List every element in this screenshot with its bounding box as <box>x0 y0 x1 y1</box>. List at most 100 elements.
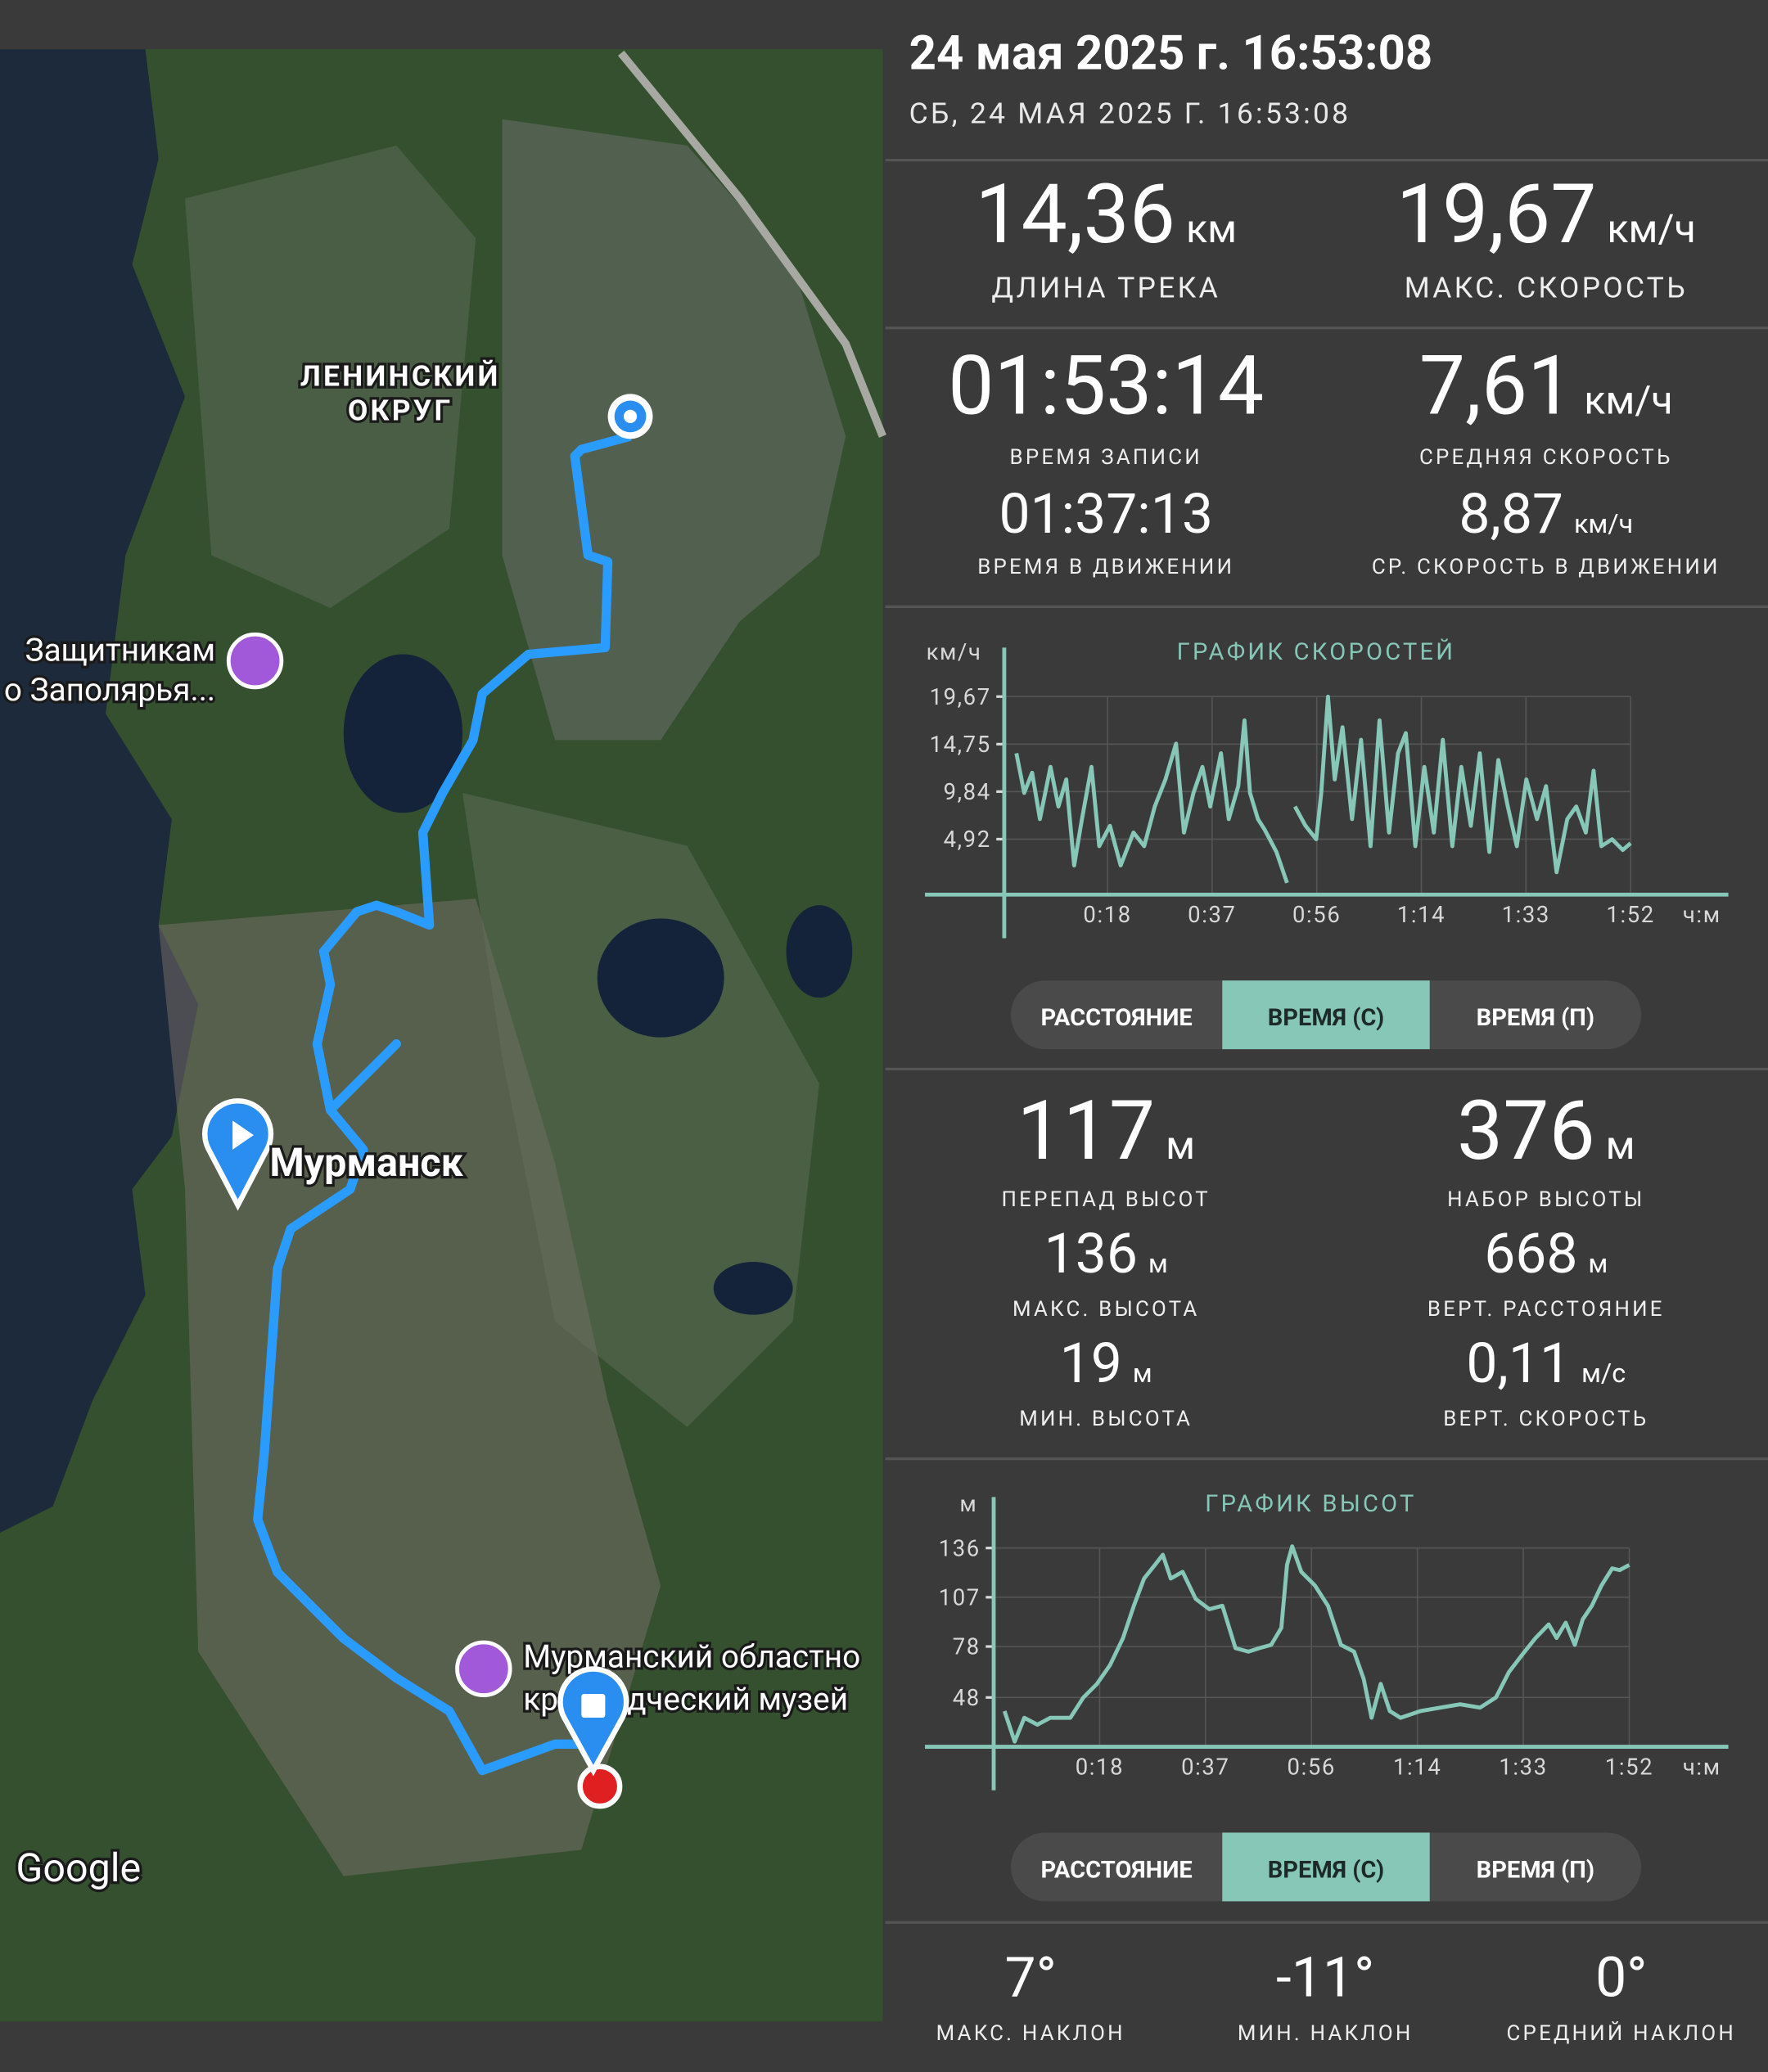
map-label: Защитникам <box>25 633 216 669</box>
toggle-selected <box>1222 980 1430 1050</box>
y-unit: м <box>959 1491 977 1517</box>
chart-title: ГРАФИК ВЫСОТ <box>1205 1490 1416 1518</box>
map-label: ЛЕНИНСКИЙ <box>300 359 501 394</box>
stat-unit: м <box>1166 1122 1195 1169</box>
stat-label: СРЕДНЯЯ СКОРОСТЬ <box>1419 445 1673 470</box>
stat-value: 136 м <box>1044 1221 1168 1286</box>
stat-number: 01:53:14 <box>948 339 1264 435</box>
x-unit: ч:м <box>1683 1754 1721 1780</box>
end-marker-icon <box>581 1693 606 1718</box>
stat-unit: м <box>1148 1248 1168 1279</box>
toggle-selected <box>1222 1832 1430 1902</box>
stat-value: 19,67 км/ч <box>1396 167 1696 263</box>
stat-value: 7,61 км/ч <box>1419 339 1673 435</box>
toggle-option[interactable]: РАССТОЯНИЕ <box>1040 1004 1192 1032</box>
x-tick-label: 1:14 <box>1397 902 1446 928</box>
stat-label: ПЕРЕПАД ВЫСОТ <box>1002 1187 1211 1212</box>
stat-number: 0,11 <box>1466 1331 1571 1396</box>
y-tick-label: 136 <box>939 1535 981 1561</box>
stat-unit: км/ч <box>1607 205 1695 252</box>
stat-number: 7,61 <box>1419 339 1573 435</box>
y-tick-label: 19,67 <box>930 684 991 710</box>
stat-value: 19 м <box>1060 1331 1152 1396</box>
date-subtitle: СБ, 24 МАЯ 2025 Г. 16:53:08 <box>909 96 1351 130</box>
x-unit: ч:м <box>1683 902 1721 928</box>
stat-label: МАКС. НАКЛОН <box>936 2021 1125 2046</box>
stat-number: 19 <box>1060 1331 1122 1396</box>
stat-value: -11° <box>1276 1945 1374 2011</box>
map-label: Мурманский областно <box>523 1639 860 1676</box>
x-tick-label: 1:14 <box>1393 1754 1441 1780</box>
x-tick-label: 0:56 <box>1288 1754 1336 1780</box>
chart-title: ГРАФИК СКОРОСТЕЙ <box>1177 637 1456 666</box>
dividers <box>885 159 1768 1924</box>
toggle-option[interactable]: ВРЕМЯ (П) <box>1477 1856 1594 1884</box>
stat-number: 7° <box>1004 1945 1056 2011</box>
y-tick-label: 14,75 <box>930 732 991 758</box>
toggle-option[interactable]: ВРЕМЯ (П) <box>1477 1004 1594 1032</box>
y-unit: км/ч <box>927 639 982 665</box>
map-label: ОКРУГ <box>348 394 453 428</box>
x-tick-label: 0:37 <box>1181 1754 1229 1780</box>
stat-value: 0,11 м/с <box>1466 1331 1626 1396</box>
toggle-option[interactable]: РАССТОЯНИЕ <box>1040 1856 1192 1884</box>
map-label: о Заполярья... <box>4 672 215 709</box>
y-tick-label: 9,84 <box>944 779 991 805</box>
stat-label: ВРЕМЯ ЗАПИСИ <box>1010 445 1202 470</box>
toggle-option[interactable]: ВРЕМЯ (С) <box>1268 1856 1384 1884</box>
stat-number: 19,67 <box>1396 167 1597 263</box>
x-tick-label: 1:33 <box>1502 902 1550 928</box>
y-tick-label: 48 <box>953 1685 981 1711</box>
y-tick-label: 107 <box>939 1585 981 1611</box>
y-tick-label: 4,92 <box>944 827 991 853</box>
stat-label: ВЕРТ. СКОРОСТЬ <box>1443 1407 1648 1431</box>
toggle-option[interactable]: ВРЕМЯ (С) <box>1268 1004 1384 1032</box>
stat-label: МИН. ВЫСОТА <box>1019 1407 1193 1431</box>
stat-number: 376 <box>1457 1083 1595 1179</box>
stat-number: 01:37:13 <box>999 481 1212 547</box>
x-tick-label: 0:18 <box>1083 902 1131 928</box>
y-tick-label: 78 <box>953 1634 981 1660</box>
stat-value: 7° <box>1004 1945 1056 2011</box>
stat-label: СР. СКОРОСТЬ В ДВИЖЕНИИ <box>1372 555 1721 579</box>
end-marker <box>557 1666 629 1777</box>
stat-label: МАКС. ВЫСОТА <box>1013 1297 1199 1322</box>
stat-number: 668 <box>1484 1221 1577 1286</box>
stat-number: 136 <box>1044 1221 1138 1286</box>
map[interactable] <box>0 49 886 2022</box>
stat-value: 668 м <box>1484 1221 1608 1286</box>
toggle-group[interactable]: РАССТОЯНИЕ ВРЕМЯ (С) ВРЕМЯ (П) <box>1010 980 1642 1050</box>
stat-value: 117 м <box>1017 1083 1195 1179</box>
stat-number: -11° <box>1276 1945 1374 2011</box>
stat-label: СРЕДНИЙ НАКЛОН <box>1507 2021 1737 2046</box>
stat-value: 01:53:14 <box>948 339 1264 435</box>
map-label: Мурманск <box>269 1139 463 1186</box>
x-tick-label: 1:52 <box>1605 1754 1653 1780</box>
stat-number: 117 <box>1017 1083 1155 1179</box>
stat-value: 0° <box>1595 1945 1647 2011</box>
stat-value: 8,87 км/ч <box>1459 481 1633 547</box>
stat-unit: м <box>1606 1122 1635 1169</box>
x-tick-label: 1:33 <box>1499 1754 1547 1780</box>
data-line <box>1014 694 1632 884</box>
stat-unit: м/с <box>1581 1358 1626 1389</box>
stat-value: 01:37:13 <box>999 481 1212 547</box>
stat-label: НАБОР ВЫСОТЫ <box>1447 1187 1644 1212</box>
stat-unit: км/ч <box>1584 377 1672 424</box>
x-tick-label: 0:18 <box>1076 1754 1124 1780</box>
stat-number: 8,87 <box>1459 481 1563 547</box>
stat-label: ВРЕМЯ В ДВИЖЕНИИ <box>977 555 1234 579</box>
stat-label: ВЕРТ. РАССТОЯНИЕ <box>1427 1297 1665 1322</box>
stat-unit: м <box>1588 1248 1608 1279</box>
toggle-group[interactable]: РАССТОЯНИЕ ВРЕМЯ (С) ВРЕМЯ (П) <box>1010 1832 1642 1902</box>
map-attribution: Google <box>16 1845 141 1891</box>
x-tick-label: 0:56 <box>1292 902 1341 928</box>
stat-unit: км <box>1186 205 1237 252</box>
stat-unit: км/ч <box>1574 508 1633 539</box>
data-line <box>1002 1544 1630 1744</box>
stat-label: ДЛИНА ТРЕКА <box>991 271 1220 305</box>
date-title: 24 мая 2025 г. 16:53:08 <box>909 25 1433 81</box>
stat-label: МИН. НАКЛОН <box>1238 2021 1414 2046</box>
stat-number: 14,36 <box>975 167 1175 263</box>
